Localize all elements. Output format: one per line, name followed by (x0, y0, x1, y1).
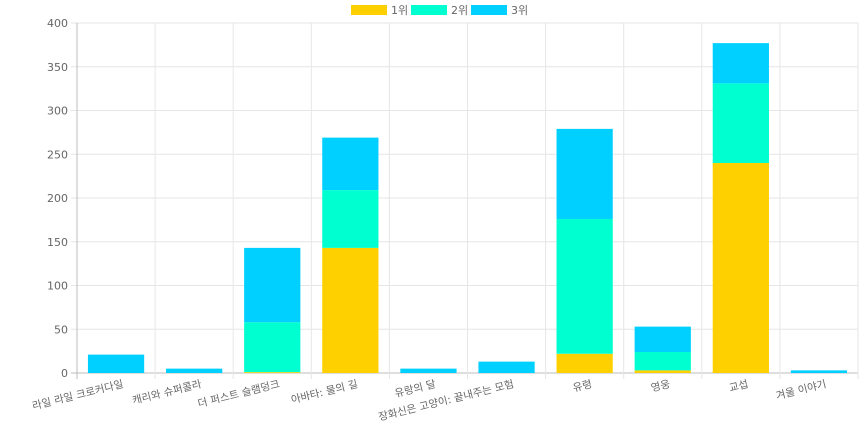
x-tick-label: 장화신은 고양이: 끝내주는 모험 (377, 378, 515, 423)
grid (71, 22, 859, 379)
y-tick-label: 0 (61, 367, 68, 380)
bar-segment[interactable] (712, 163, 769, 373)
legend-label: 1위 (391, 4, 408, 17)
x-tick-label: 영웅 (650, 378, 672, 394)
y-tick-label: 50 (54, 323, 68, 336)
bar-segment[interactable] (166, 368, 223, 373)
legend-swatch (411, 5, 447, 15)
bar-segment[interactable] (556, 353, 613, 373)
bar-segment[interactable] (244, 247, 301, 323)
x-tick-label: 캐리와 슈퍼콜라 (131, 378, 203, 407)
bar-segment[interactable] (712, 83, 769, 163)
axes: 0 50 100 150 200 250 300 350 400 라일 라일 크로커다일 캐리와 슈… (31, 17, 828, 424)
bars (87, 43, 848, 373)
bar-segment[interactable] (244, 322, 301, 373)
bar-segment[interactable] (556, 128, 613, 219)
bar-segment[interactable] (790, 370, 848, 373)
x-tick-label: 아바타: 물의 길 (290, 377, 359, 406)
x-tick-label: 라일 라일 크로커다일 (31, 377, 125, 412)
bar-segment[interactable] (87, 354, 145, 373)
legend-label: 3위 (511, 4, 528, 17)
bar-segment[interactable] (634, 352, 691, 371)
x-tick-label: 교섭 (728, 378, 750, 394)
legend-label: 2위 (451, 4, 468, 17)
legend[interactable]: 1위 2위 3위 (351, 4, 528, 17)
bar-segment[interactable] (634, 326, 691, 352)
y-tick-label: 250 (47, 148, 68, 161)
x-tick-label: 유령 (572, 378, 594, 394)
bar-segment[interactable] (322, 247, 379, 373)
y-tick-label: 200 (47, 192, 68, 205)
bar-segment[interactable] (634, 370, 691, 373)
y-tick-label: 300 (47, 105, 68, 118)
bar-segment[interactable] (322, 190, 379, 248)
legend-swatch (471, 5, 507, 15)
bar-segment[interactable] (478, 361, 535, 373)
y-tick-label: 350 (47, 61, 68, 74)
legend-item[interactable]: 2위 (411, 4, 468, 17)
bar-segment[interactable] (322, 137, 379, 191)
bar-segment[interactable] (556, 219, 613, 354)
x-tick-label: 유랑의 달 (394, 378, 438, 400)
bar-segment[interactable] (712, 43, 769, 84)
y-tick-label: 400 (47, 17, 68, 30)
bar-segment[interactable] (400, 368, 457, 373)
y-tick-label: 150 (47, 236, 68, 249)
bar-segment[interactable] (244, 372, 301, 373)
x-tick-label: 더 퍼스트 슬램덩크 (197, 378, 282, 410)
x-tick-label: 겨울 이야기 (774, 377, 827, 402)
y-tick-label: 100 (47, 280, 68, 293)
legend-item[interactable]: 3위 (471, 4, 528, 17)
legend-swatch (351, 5, 387, 15)
legend-item[interactable]: 1위 (351, 4, 408, 17)
